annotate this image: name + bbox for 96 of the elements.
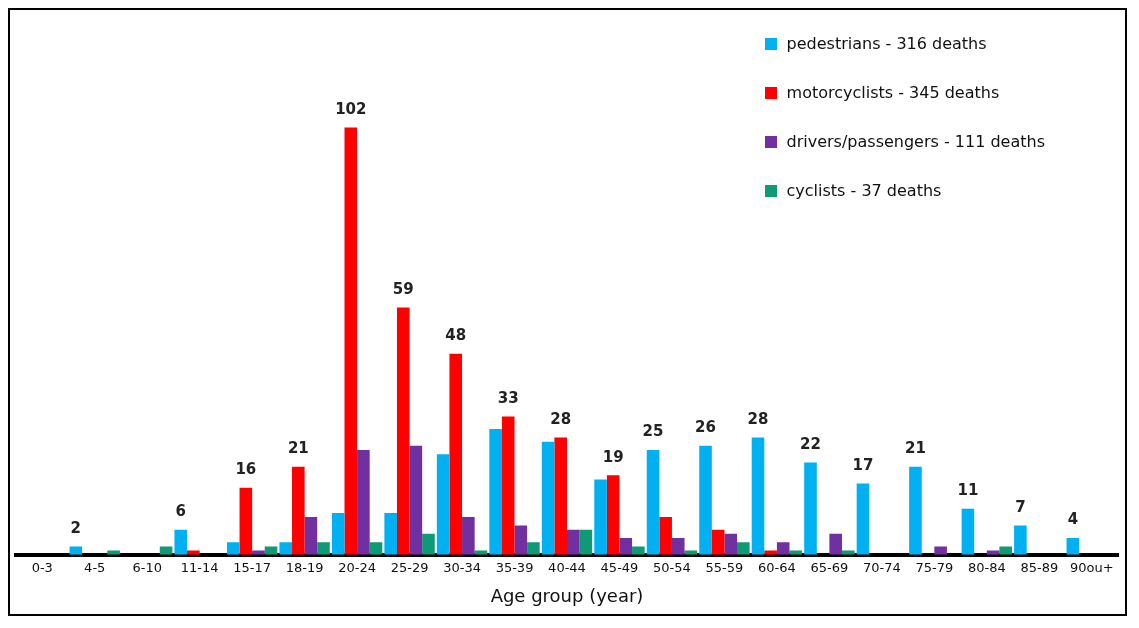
bar [357,450,370,555]
x-tick-label: 18-19 [285,559,324,575]
bar [554,437,567,555]
bar [159,546,173,555]
bar [239,487,253,555]
bar [369,542,383,555]
x-tick-label: 55-59 [705,559,744,575]
bar [422,533,435,555]
bar [69,546,83,555]
data-label: 16 [235,460,257,479]
x-tick-label: 90ou+ [1069,559,1114,575]
x-tick-label: 30-34 [443,559,481,575]
x-tick-label: 11-14 [180,559,219,575]
data-label: 22 [800,435,821,454]
x-tick-label: 15-17 [233,559,272,575]
bar [751,437,765,555]
x-tick-label: 20-24 [338,559,376,575]
x-tick-label: 45-49 [600,559,639,575]
x-tick-label: 75-79 [915,559,954,575]
bar [264,546,278,555]
bar [606,475,620,555]
bar [344,127,358,555]
legend-label: drivers/passengers - 111 deaths [786,132,1045,151]
bar [829,533,842,555]
data-label: 4 [1067,510,1079,529]
bar [489,429,502,555]
x-tick-label: 65-69 [810,559,849,575]
bar [646,450,660,555]
bar [961,508,975,555]
bar [396,307,410,555]
data-label: 28 [747,409,769,428]
x-axis-title: Age group (year) [490,584,644,606]
bar [292,466,305,555]
x-tick-label: 40-44 [548,559,586,575]
data-label: 19 [602,447,624,466]
data-label: 26 [695,418,716,437]
x-tick-label: 50-54 [653,559,691,575]
bar [449,353,463,555]
x-tick-label: 85-89 [1020,559,1059,575]
data-label: 48 [445,326,467,345]
bar [567,529,580,555]
data-label: 25 [642,422,664,441]
bar [999,546,1012,555]
bar [804,462,817,555]
x-tick-label: 35-39 [495,559,534,575]
x-tick-label: 4-5 [84,559,106,575]
legend-label: motorcyclists - 345 deaths [786,83,1000,102]
bar [909,466,922,555]
x-tick-label: 60-64 [758,559,796,575]
bar [632,546,645,555]
x-tick-label: 25-29 [390,559,429,575]
bar [737,542,750,555]
bar [331,512,345,555]
data-label: 7 [1015,497,1026,516]
data-label: 21 [287,439,309,458]
bar [541,441,555,555]
bar [317,542,330,555]
bar [711,529,725,555]
data-label: 28 [550,409,572,428]
x-tick-label: 80-84 [967,559,1006,575]
data-label: 17 [852,455,874,474]
bar [279,542,293,555]
bar [934,546,947,555]
data-label: 6 [175,502,186,521]
bar [594,479,607,555]
bar [226,542,240,555]
bar [409,445,423,555]
bar [1066,538,1080,555]
x-tick-label: 70-74 [862,559,901,575]
bar [436,454,450,555]
bar [527,542,540,555]
bar [514,525,528,555]
bar [174,529,188,555]
bar [776,542,790,555]
bar [619,538,633,555]
bar [579,529,593,555]
data-label: 11 [957,481,979,500]
data-label: 33 [497,388,519,407]
bar [304,517,318,555]
legend-label: pedestrians - 316 deaths [786,34,987,53]
data-label: 2 [70,518,82,537]
bar [856,483,870,555]
data-label: 21 [905,439,926,458]
bar [724,533,738,555]
bar [384,512,397,555]
bar [501,416,515,555]
legend-label: cyclists - 37 deaths [786,181,942,200]
x-tick-label: 0-3 [31,559,53,575]
bar [671,538,685,555]
bar [1014,525,1027,555]
x-tick-label: 6-10 [132,559,162,575]
bar [699,445,712,555]
data-label: 102 [335,99,367,118]
data-label: 59 [392,279,414,298]
bar [659,517,672,555]
bar [462,517,475,555]
